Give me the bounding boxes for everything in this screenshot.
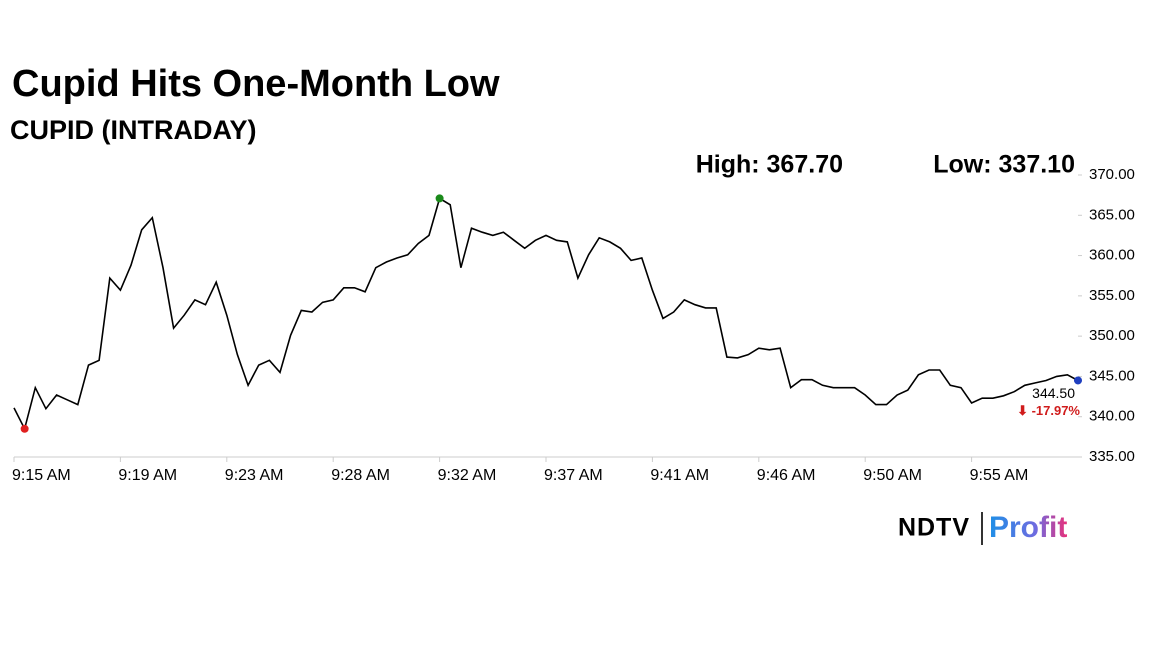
price-line: [13, 197, 1079, 432]
change-label: ⬇ -17.97%: [1017, 403, 1080, 418]
x-tick-label: 9:50 AM: [863, 467, 922, 484]
x-tick-label: 9:32 AM: [438, 467, 497, 484]
y-tick-label: 355.00: [1089, 287, 1135, 304]
x-tick-label: 9:23 AM: [225, 467, 284, 484]
high-marker: [435, 194, 444, 203]
low-marker: [20, 424, 29, 433]
x-tick-label: 9:19 AM: [118, 467, 177, 484]
y-tick-label: 335.00: [1089, 448, 1135, 465]
x-tick-label: 9:37 AM: [544, 467, 603, 484]
x-tick-label: 9:46 AM: [757, 467, 816, 484]
x-tick-label: 9:28 AM: [331, 467, 390, 484]
chart-title: Cupid Hits One-Month Low: [12, 63, 500, 105]
x-tick-label: 9:41 AM: [650, 467, 709, 484]
x-tick-label: 9:55 AM: [970, 467, 1029, 484]
y-tick-label: 340.00: [1089, 408, 1135, 425]
high-text: High: 367.70: [696, 151, 843, 179]
last-value-label: 344.50: [1032, 385, 1075, 401]
last-marker: [1074, 376, 1082, 385]
y-tick-label: 365.00: [1089, 206, 1135, 223]
y-tick-label: 360.00: [1089, 247, 1135, 264]
x-tick-label: 9:15 AM: [12, 467, 71, 484]
chart-subtitle: CUPID (INTRADAY): [10, 115, 257, 145]
y-tick-label: 370.00: [1089, 166, 1135, 183]
y-tick-label: 350.00: [1089, 327, 1135, 344]
brand-sub: Profit: [989, 511, 1067, 544]
low-text: Low: 337.10: [933, 151, 1075, 179]
y-tick-label: 345.00: [1089, 367, 1135, 384]
brand: NDTV: [898, 514, 970, 542]
